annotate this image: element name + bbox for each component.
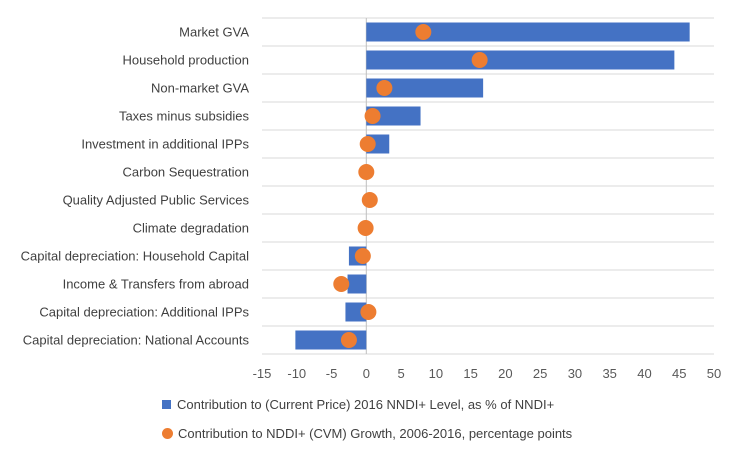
dot: [361, 192, 378, 208]
bar: [347, 274, 367, 294]
dot-series: [333, 24, 488, 348]
dot: [358, 164, 375, 180]
x-tick-label: 25: [533, 366, 547, 381]
category-label: Capital depreciation: National Accounts: [23, 333, 250, 348]
x-axis-tick-labels: -15 -10 -5 0 5 10 15 20 25 30 35 40 45 50: [253, 366, 722, 381]
x-tick-label: 50: [707, 366, 721, 381]
bar: [366, 106, 421, 126]
category-label: Market GVA: [179, 25, 249, 40]
legend-dot-label: Contribution to NDDI+ (CVM) Growth, 2006…: [178, 426, 573, 441]
category-label: Taxes minus subsidies: [119, 109, 250, 124]
category-label: Household production: [123, 53, 249, 68]
bar: [345, 302, 367, 322]
dot: [359, 136, 376, 152]
dot: [340, 332, 357, 348]
bar: [366, 22, 690, 42]
category-labels: Market GVA Household production Non-market…: [21, 25, 250, 348]
dot: [333, 276, 350, 292]
x-tick-label: -10: [287, 366, 306, 381]
x-tick-label: 20: [498, 366, 512, 381]
legend-item-bar: Contribution to (Current Price) 2016 NND…: [162, 397, 554, 412]
legend-item-dot: Contribution to NDDI+ (CVM) Growth, 2006…: [162, 426, 572, 441]
legend-bar-label: Contribution to (Current Price) 2016 NND…: [177, 397, 555, 412]
dot: [376, 80, 393, 96]
dot: [360, 304, 377, 320]
x-tick-label: 5: [397, 366, 404, 381]
category-label: Non-market GVA: [151, 81, 249, 96]
bar: [366, 50, 675, 70]
x-tick-label: -5: [326, 366, 338, 381]
x-tick-label: 35: [602, 366, 616, 381]
dot: [357, 220, 374, 236]
category-label: Carbon Sequestration: [123, 165, 249, 180]
legend-bar-swatch: [162, 400, 171, 409]
bar: [366, 78, 484, 98]
dot: [354, 248, 371, 264]
x-tick-label: 10: [429, 366, 443, 381]
x-tick-label: 45: [672, 366, 686, 381]
dot: [471, 52, 488, 68]
category-label: Capital depreciation: Household Capital: [21, 249, 249, 264]
category-label: Quality Adjusted Public Services: [63, 193, 250, 208]
category-label: Investment in additional IPPs: [81, 137, 249, 152]
dot: [364, 108, 381, 124]
x-tick-label: 15: [463, 366, 477, 381]
category-label: Capital depreciation: Additional IPPs: [39, 305, 249, 320]
category-label: Climate degradation: [133, 221, 249, 236]
dot: [415, 24, 432, 40]
x-tick-label: 0: [363, 366, 370, 381]
x-tick-label: 40: [637, 366, 651, 381]
category-label: Income & Transfers from abroad: [63, 277, 249, 292]
x-tick-label: 30: [568, 366, 582, 381]
legend-dot-swatch: [162, 428, 173, 439]
x-tick-label: -15: [253, 366, 272, 381]
gridlines: [262, 17, 714, 355]
